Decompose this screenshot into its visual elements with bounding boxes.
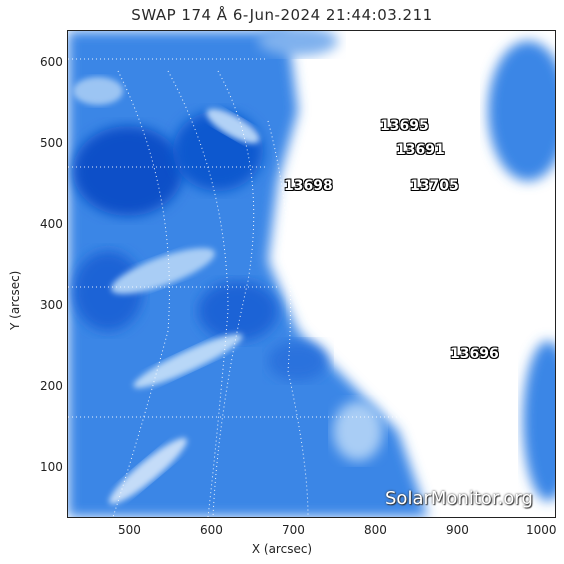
active-region-label: 13698 <box>284 178 333 194</box>
x-tick-label: 500 <box>118 523 141 537</box>
x-tick-label: 1000 <box>526 523 557 537</box>
x-tick-label: 700 <box>282 523 305 537</box>
x-tick-label: 900 <box>446 523 469 537</box>
active-region-label: 13696 <box>450 346 499 362</box>
y-tick-label: 200 <box>40 379 63 393</box>
y-tick-label: 400 <box>40 217 63 231</box>
solar-euv-image <box>68 31 555 517</box>
watermark-text: SolarMonitor.org <box>385 488 533 509</box>
active-region-label: 13691 <box>396 142 445 158</box>
plot-title: SWAP 174 Å 6-Jun-2024 21:44:03.211 <box>131 6 433 24</box>
y-axis-label: Y (arcsec) <box>8 270 22 330</box>
solar-image-frame <box>67 30 556 518</box>
y-tick-label: 300 <box>40 298 63 312</box>
active-region-label: 13705 <box>410 178 459 194</box>
y-tick-label: 100 <box>40 460 63 474</box>
x-tick-label: 600 <box>200 523 223 537</box>
y-tick-label: 600 <box>40 55 63 69</box>
x-tick-label: 800 <box>364 523 387 537</box>
x-axis-label: X (arcsec) <box>251 542 313 556</box>
y-tick-label: 500 <box>40 136 63 150</box>
active-region-label: 13695 <box>380 118 429 134</box>
